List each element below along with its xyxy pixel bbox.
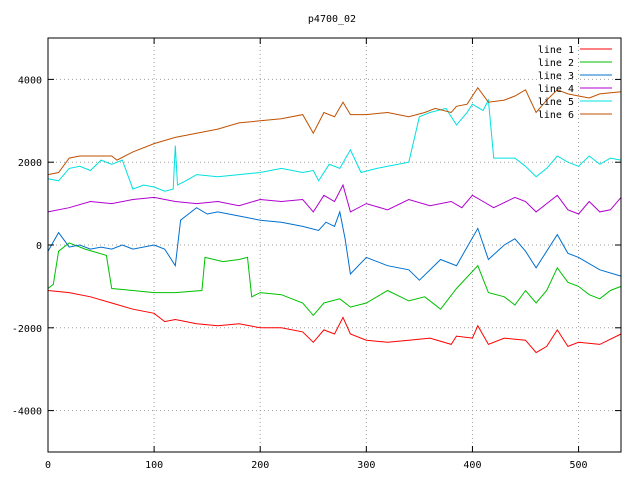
axis-ticks: 0 100 200 300 400 500 -4000 -2000 0 2000 4000 bbox=[12, 38, 621, 471]
legend-label: line 6 bbox=[538, 110, 574, 121]
series-line-4 bbox=[47, 183, 622, 215]
series-line-3 bbox=[47, 207, 622, 281]
y-tick-label: 4000 bbox=[18, 75, 42, 86]
x-tick-label: 300 bbox=[357, 460, 375, 471]
series-line-6 bbox=[47, 86, 622, 176]
legend-label: line 4 bbox=[538, 84, 574, 95]
series-lines bbox=[47, 86, 622, 354]
legend-label: line 1 bbox=[538, 45, 574, 56]
series-line-2 bbox=[47, 242, 622, 317]
y-tick-label: -2000 bbox=[12, 324, 42, 335]
y-tick-label: 2000 bbox=[18, 158, 42, 169]
plot-frame bbox=[47, 37, 622, 453]
legend-label: line 5 bbox=[538, 97, 574, 108]
series-line-5 bbox=[47, 98, 622, 192]
legend-label: line 2 bbox=[538, 58, 574, 69]
chart-title: p4700_02 bbox=[308, 14, 356, 25]
x-tick-label: 200 bbox=[251, 460, 269, 471]
grid-lines bbox=[47, 38, 621, 452]
y-tick-label: -4000 bbox=[12, 407, 42, 418]
y-tick-label: 0 bbox=[36, 241, 42, 252]
legend: line 1 line 2 line 3 line 4 line 5 line 6 bbox=[538, 45, 612, 121]
series-line-1 bbox=[47, 290, 622, 354]
x-tick-label: 0 bbox=[45, 460, 51, 471]
legend-label: line 3 bbox=[538, 71, 574, 82]
x-tick-label: 500 bbox=[570, 460, 588, 471]
x-tick-label: 100 bbox=[145, 460, 163, 471]
x-tick-label: 400 bbox=[463, 460, 481, 471]
